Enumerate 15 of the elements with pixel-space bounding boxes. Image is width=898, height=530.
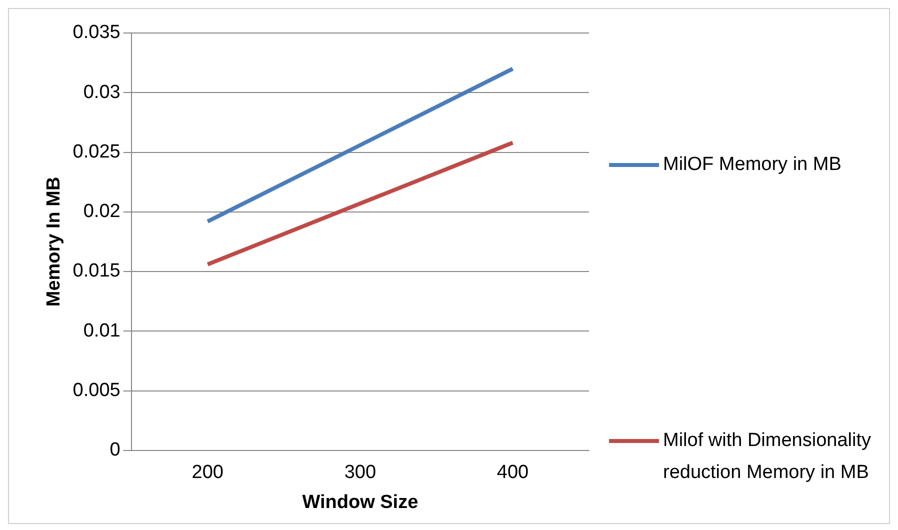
x-tick-label: 300	[344, 462, 376, 484]
y-tick-label: 0.03	[83, 82, 120, 103]
x-tick-label: 400	[496, 462, 529, 484]
x-tick-label: 200	[192, 462, 224, 484]
y-axis-title: Memory In MB	[44, 176, 65, 307]
y-tick-label: 0.01	[83, 320, 120, 342]
y-tick-label: 0	[110, 440, 120, 461]
y-tick-label: 0.02	[83, 201, 120, 222]
legend-label: Milof with Dimensionality reduction Memory in MB	[663, 429, 872, 485]
y-tick-label: 0.035	[72, 22, 120, 44]
x-axis-title: Window Size	[302, 492, 418, 513]
y-tick-label: 0.025	[72, 141, 120, 162]
legend-label: MilOF Memory in MB	[663, 153, 842, 177]
y-tick-label: 0.005	[72, 380, 120, 402]
y-tick-label: 0.015	[72, 260, 120, 282]
